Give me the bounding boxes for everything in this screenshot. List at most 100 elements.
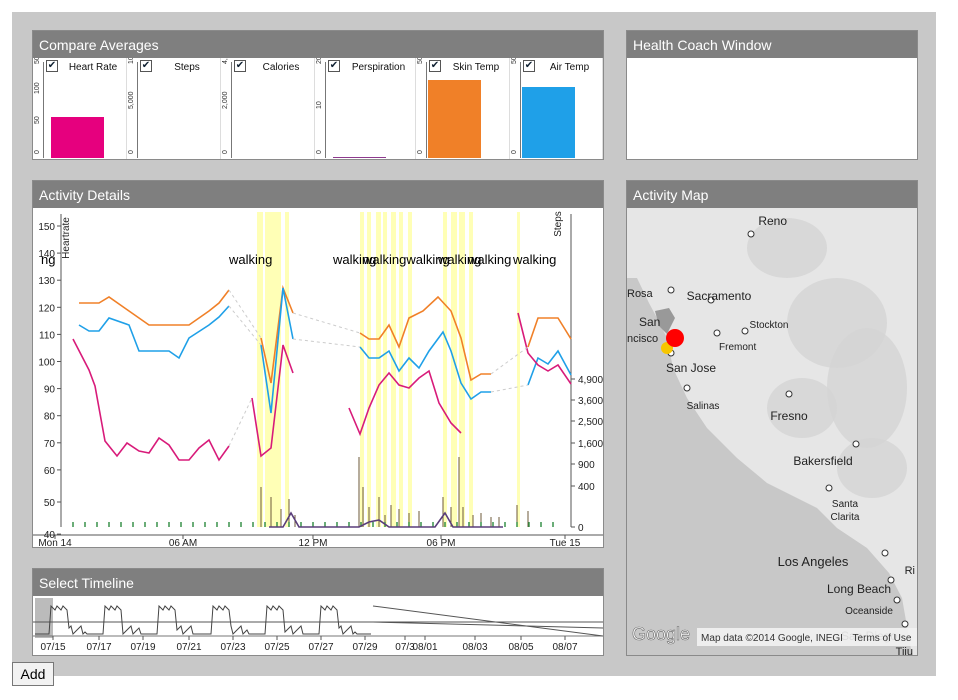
metric-tick: 2,000 (222, 91, 229, 109)
timeline-date-label: 07/27 (308, 642, 333, 653)
map-attribution-bg (697, 628, 917, 646)
activity-label: ng (41, 252, 55, 267)
air-temp-line (527, 349, 572, 386)
heart-rate-line (251, 344, 294, 458)
city-label: San Jose (666, 361, 716, 375)
metric-tick: 0 (222, 150, 229, 154)
air-temp-line (78, 305, 230, 360)
metric-tick: 4,000 (222, 58, 229, 64)
timeline-trace (35, 604, 371, 636)
dashboard-background: Compare Averages ✔ Heart Rate 50 100 50 0 ✔ Ste… (12, 12, 936, 676)
metric-tick: 50 (417, 58, 424, 64)
x-tick-label: 06 PM (427, 538, 456, 547)
activity-details-body[interactable]: 150 140 130 120 110 100 90 80 70 60 50 40 Heartrate S… (33, 208, 603, 547)
metric-tick: 0 (417, 150, 424, 154)
left-tick-label: 140 (38, 249, 55, 260)
metric-label: Air Temp (549, 62, 590, 73)
right-tick-label: 400 (578, 482, 595, 493)
right-tick-label: 3,600 (578, 396, 603, 407)
metric-tick: 0 (511, 150, 518, 154)
right-axis-label: Steps (553, 211, 564, 237)
activity-band (451, 212, 457, 527)
metric-label: Perspiration (351, 62, 406, 73)
perspiration-line (269, 511, 503, 528)
activity-map-body[interactable]: Reno Sacramento Rosa San ncisco Fremont Stockt… (627, 208, 917, 655)
activity-band (367, 212, 371, 527)
timeline-chart[interactable]: 07/15 07/17 07/19 07/21 07/23 07/25 07/27 07/29… (33, 596, 603, 655)
select-timeline-body[interactable]: 07/15 07/17 07/19 07/21 07/23 07/25 07/27 07/29… (33, 596, 603, 655)
heart-rate-line (517, 312, 572, 385)
metric-tick: 50 (34, 58, 41, 64)
location-marker-primary[interactable] (666, 329, 684, 347)
metric-axis (43, 62, 44, 158)
metric-bar (428, 80, 481, 158)
city-marker (747, 230, 755, 238)
city-marker (741, 327, 749, 335)
map-canvas[interactable]: Reno Sacramento Rosa San ncisco Fremont Stockt… (627, 208, 917, 655)
skin-temp-line (527, 317, 572, 348)
metric-tick: 0 (316, 150, 323, 154)
activity-band (383, 212, 387, 527)
left-tick-label: 130 (38, 276, 55, 287)
left-tick-label: 90 (44, 385, 56, 396)
timeline-date-label: 08/03 (462, 642, 487, 653)
metric-checkbox[interactable]: ✔ (46, 60, 58, 72)
city-label: San (639, 315, 660, 329)
metric-0: ✔ Heart Rate 50 100 50 0 (33, 58, 127, 159)
heart-rate-line (72, 338, 230, 462)
left-tick-label: 110 (39, 330, 55, 341)
heart-rate-line (348, 369, 462, 437)
city-marker (683, 384, 691, 392)
gap-connector (228, 289, 262, 339)
right-tick-label: 4,900 (578, 375, 603, 386)
metric-checkbox[interactable]: ✔ (523, 60, 535, 72)
timeline-date-label: 07/3 (395, 642, 415, 653)
metric-tick: 50 (34, 116, 41, 124)
city-marker (881, 549, 889, 557)
activity-band (376, 212, 381, 527)
compare-averages-title: Compare Averages (33, 31, 603, 58)
left-tick-label: 40 (44, 530, 56, 541)
map-attribution: Map data ©2014 Google, INEGI (701, 633, 843, 644)
metric-tick: 50 (511, 58, 518, 64)
metric-label: Steps (174, 62, 200, 73)
city-label: Los Angeles (778, 554, 849, 569)
metric-1: ✔ Steps 10,000 5,000 0 (127, 58, 221, 159)
skin-temp-line (359, 295, 491, 382)
select-timeline-panel: Select Timeline 07/15 07/17 07/19 07/21 07/2… (32, 568, 604, 656)
metric-checkbox[interactable]: ✔ (328, 60, 340, 72)
gap-connector (228, 397, 253, 447)
timeline-trace-tail (372, 621, 603, 629)
metric-tick: 0 (128, 150, 135, 154)
city-marker (893, 596, 901, 604)
metric-checkbox[interactable]: ✔ (429, 60, 441, 72)
activity-band (408, 212, 412, 527)
activity-details-title: Activity Details (33, 181, 603, 208)
add-button[interactable]: Add (12, 662, 54, 686)
timeline-date-label: 07/15 (40, 642, 65, 653)
compare-averages-body: ✔Heart Rate50100500✔Steps10,0005,0000✔Ca… (33, 58, 603, 159)
city-marker (707, 296, 715, 304)
timeline-selection[interactable] (35, 598, 53, 638)
activity-band (459, 212, 465, 527)
activity-label: walking (228, 252, 272, 267)
city-label: Salinas (687, 401, 720, 412)
metric-label: Heart Rate (68, 62, 118, 73)
metric-checkbox[interactable]: ✔ (140, 60, 152, 72)
metric-axis (520, 62, 521, 158)
activity-band (271, 212, 281, 527)
metric-checkbox[interactable]: ✔ (234, 60, 246, 72)
city-marker (887, 576, 895, 584)
activity-band (360, 212, 364, 527)
timeline-date-label: 07/29 (352, 642, 377, 653)
right-tick-label: 1,600 (578, 439, 603, 450)
left-axis-label: Heartrate (61, 217, 72, 259)
city-label: Clarita (831, 512, 860, 523)
timeline-date-label: 07/25 (264, 642, 289, 653)
activity-label: walkingwalking (362, 252, 450, 267)
left-tick-label: 50 (44, 498, 56, 509)
city-label: Reno (758, 214, 787, 228)
left-tick-label: 80 (44, 412, 56, 423)
activity-chart[interactable]: 150 140 130 120 110 100 90 80 70 60 50 40 Heartrate S… (33, 208, 603, 547)
skin-temp-line (260, 284, 294, 384)
